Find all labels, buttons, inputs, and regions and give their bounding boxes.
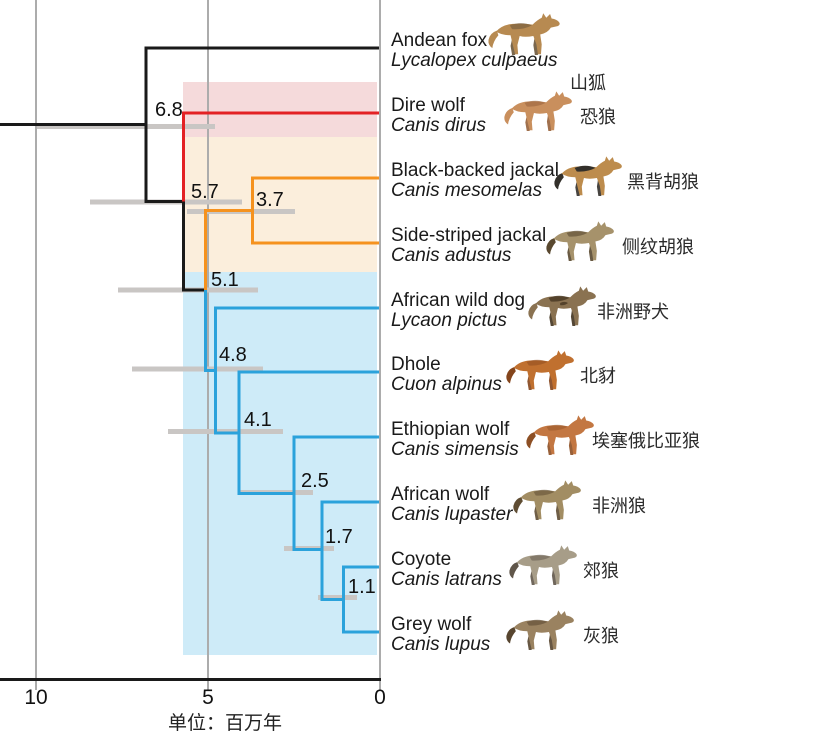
branch-outgroup-black [0, 46, 379, 292]
species-common-name: African wild dog [391, 290, 526, 311]
species-latin-name: Lycalopex culpaeus [391, 50, 558, 71]
gridline-0ma [379, 0, 381, 690]
species-common-name: Grey wolf [391, 614, 472, 635]
node-age-label: 4.8 [219, 344, 247, 366]
species-row-ethiopian-wolf: Ethiopian wolf Canis simensis 埃塞俄比亚狼 [0, 415, 830, 490]
species-latin-name: Lycaon pictus [391, 310, 507, 331]
species-common-name: Black-backed jackal [391, 160, 559, 181]
gridline-10ma [35, 0, 37, 690]
node-age-label: 4.1 [244, 409, 272, 431]
species-row-dhole: Dhole Cuon alpinus 北豺 [0, 350, 830, 425]
species-latin-name: Canis latrans [391, 569, 502, 590]
node-age-label: 1.1 [348, 576, 376, 598]
species-latin-name: Canis simensis [391, 439, 519, 460]
node-age-label: 2.5 [301, 470, 329, 492]
node-age-label: 5.7 [191, 181, 219, 203]
dire-wolf-clade-band [183, 82, 377, 137]
species-chinese-name: 非洲野犬 [597, 302, 669, 322]
ci-bar-1.1 [318, 595, 357, 600]
species-common-name: Andean fox [391, 30, 488, 51]
ethiopian-wolf-illustration [526, 415, 594, 455]
species-common-name: Ethiopian wolf [391, 419, 510, 440]
species-latin-name: Cuon alpinus [391, 374, 502, 395]
species-chinese-name: 非洲狼 [592, 496, 646, 516]
species-chinese-name: 北豺 [580, 366, 616, 386]
species-common-name: Dire wolf [391, 95, 465, 116]
grey-wolf-illustration [506, 610, 574, 650]
species-latin-name: Canis lupaster [391, 504, 513, 525]
black-backed-jackal-illustration [554, 156, 622, 196]
species-latin-name: Canis mesomelas [391, 180, 542, 201]
axis-unit-caption: 单位：百万年 [167, 713, 282, 734]
species-row-african-wolf: African wolf Canis lupaster 非洲狼 [0, 480, 830, 555]
species-common-name: Coyote [391, 549, 452, 570]
time-axis-line [0, 678, 381, 681]
species-row-grey-wolf: Grey wolf Canis lupus 灰狼 [0, 610, 830, 685]
dhole-illustration [506, 350, 574, 390]
tick-label-10: 10 [24, 686, 48, 709]
ci-bar-6.8 [37, 124, 215, 129]
node-age-label: 6.8 [155, 99, 183, 121]
node-age-label: 3.7 [256, 189, 284, 211]
andean-fox-illustration [488, 13, 560, 55]
side-striped-jackal-illustration [546, 221, 614, 261]
branch-jackals-orange [204, 176, 379, 290]
tick-label-5: 5 [202, 686, 214, 709]
species-chinese-name: 灰狼 [583, 626, 619, 646]
african-wild-dog-illustration [528, 286, 596, 326]
ci-bar-4.8 [132, 366, 263, 372]
african-wolf-illustration [513, 480, 581, 520]
species-chinese-name: 黑背胡狼 [627, 172, 699, 192]
dire-wolf-illustration [504, 91, 572, 131]
species-chinese-name: 侧纹胡狼 [622, 237, 694, 257]
branch-wolves-blue [204, 290, 379, 634]
species-common-name: Dhole [391, 354, 441, 375]
species-row-andean-fox: Andean fox Lycalopex culpaeus 山狐 [0, 13, 830, 101]
species-row-coyote: Coyote Canis latrans 郊狼 [0, 545, 830, 620]
species-latin-name: Canis adustus [391, 245, 512, 266]
species-row-black-backed-jackal: Black-backed jackal Canis mesomelas 黑背胡狼 [0, 156, 830, 231]
species-chinese-name: 埃塞俄比亚狼 [592, 431, 700, 451]
species-chinese-name: 山狐 [570, 73, 606, 93]
species-latin-name: Canis lupus [391, 634, 491, 655]
species-chinese-name: 郊狼 [583, 561, 619, 581]
species-latin-name: Canis dirus [391, 115, 487, 136]
species-row-dire-wolf: Dire wolf Canis dirus 恐狼 [0, 91, 830, 166]
species-row-side-striped-jackal: Side-striped jackal Canis adustus 侧纹胡狼 [0, 221, 830, 296]
node-age-label: 1.7 [325, 526, 353, 548]
coyote-illustration [509, 545, 577, 585]
species-common-name: African wolf [391, 484, 490, 505]
species-common-name: Side-striped jackal [391, 225, 547, 246]
tick-label-0: 0 [374, 686, 386, 709]
species-row-african-wild-dog: African wild dog Lycaon pictus 非洲野犬 [0, 286, 830, 361]
gridline-5ma [207, 0, 209, 690]
species-chinese-name: 恐狼 [580, 107, 616, 127]
branch-dire-wolf-red [182, 111, 379, 202]
node-age-label: 5.1 [211, 269, 239, 291]
